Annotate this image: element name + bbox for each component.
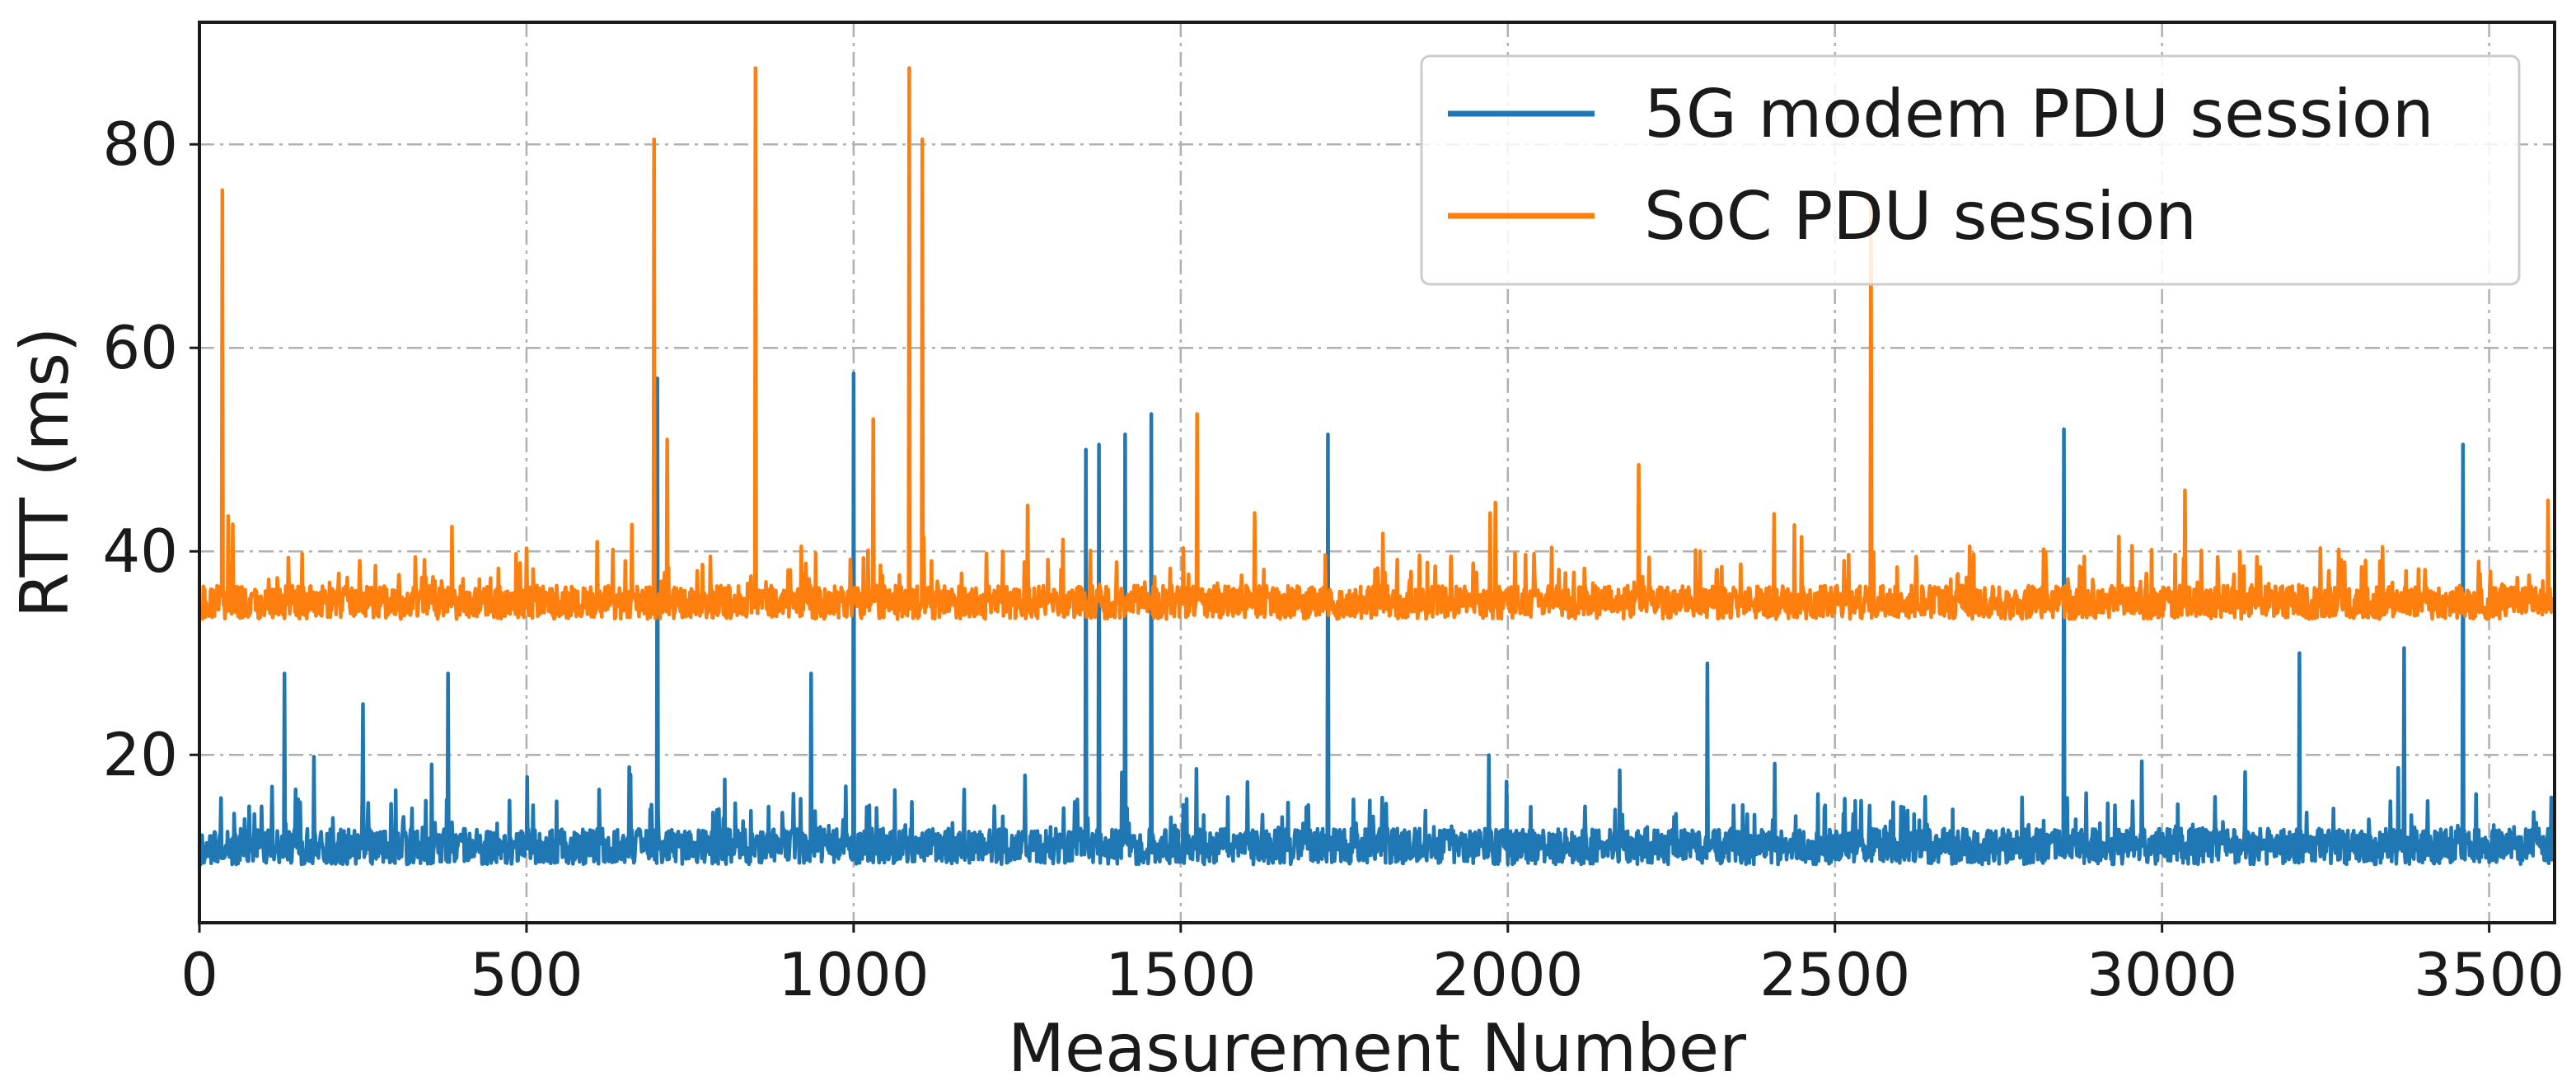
series-lines [197, 66, 2556, 867]
y-tick-label-40: 40 [102, 517, 178, 586]
x-tick-label-3500: 3500 [2414, 940, 2564, 1009]
series-line-5g-modem-pdu [197, 371, 2556, 867]
x-tick-label-0: 0 [180, 940, 218, 1009]
x-tick-label-500: 500 [470, 940, 583, 1009]
legend-label-soc: SoC PDU session [1644, 178, 2197, 255]
x-tick-label-2000: 2000 [1432, 940, 1583, 1009]
y-tick-label-20: 20 [102, 720, 178, 789]
y-axis-label: RTT (ms) [7, 327, 83, 619]
x-tick-label-1500: 1500 [1105, 940, 1256, 1009]
plot-frame [198, 21, 2556, 924]
y-tick-label-60: 60 [102, 313, 178, 382]
x-tick-label-3000: 3000 [2087, 940, 2237, 1009]
y-tick-label-80: 80 [102, 110, 178, 179]
axis-ticks: 0 500 1000 1500 2000 2500 3000 3500 20 40 60 80 [102, 110, 2564, 1009]
x-tick-label-1000: 1000 [778, 940, 929, 1009]
x-axis-label: Measurement Number [1008, 1010, 1746, 1087]
legend-label-5g-modem: 5G modem PDU session [1644, 76, 2434, 152]
series-line-soc-pdu [197, 66, 2556, 621]
legend-box [1420, 54, 2521, 286]
x-tick-label-2500: 2500 [1759, 940, 1910, 1009]
legend: 5G modem PDU session SoC PDU session [1420, 54, 2521, 286]
